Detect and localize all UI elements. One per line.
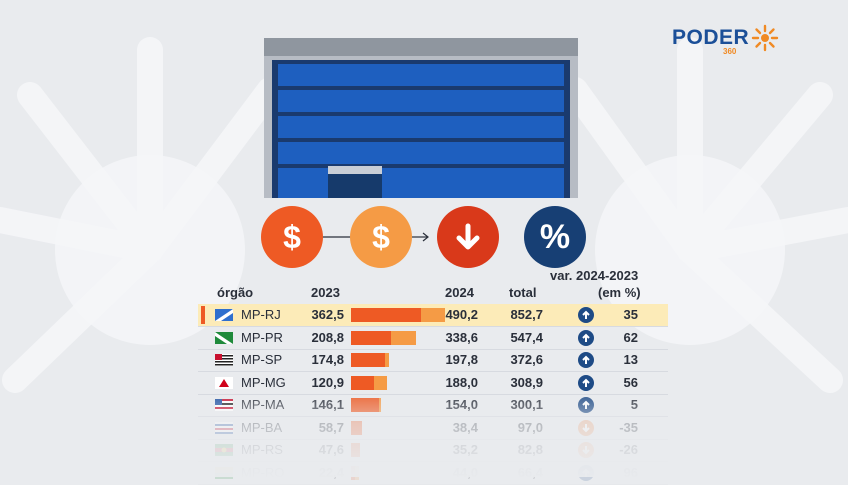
variation-value: 35 [623, 307, 638, 322]
variation-value: 62 [623, 329, 638, 345]
table-row: MP-PR 208,8 338,6 547,4 62 [198, 327, 668, 350]
header-total: total [509, 285, 537, 300]
state-flag-icon [215, 376, 233, 389]
brand-logo: PODER 360 [672, 24, 779, 56]
brand-sub: 360 [723, 47, 737, 56]
dollar-icon: $ [261, 206, 323, 268]
value-2024: 338,6 [445, 329, 478, 345]
dollar-icon: $ [350, 206, 412, 268]
header-variation: var. 2024-2023 [550, 268, 639, 283]
arrow-up-icon [578, 329, 594, 346]
state-flag-icon [215, 309, 233, 321]
highlight-marker [201, 306, 205, 324]
sun-icon [751, 24, 779, 52]
state-flag-icon [215, 331, 233, 344]
bar-2023 [351, 353, 385, 367]
value-2024: 197,8 [445, 352, 478, 367]
value-2023: 362,5 [311, 307, 344, 322]
bottom-fade [0, 395, 848, 477]
header-org: órgão [217, 285, 254, 300]
arrow-down-icon [437, 206, 499, 268]
connector-line [320, 232, 429, 242]
value-2023: 120,9 [311, 374, 344, 390]
brand-name: PODER [672, 26, 750, 49]
arrow-up-icon [578, 352, 594, 368]
state-flag-icon [215, 354, 233, 366]
org-label: MP-MG [241, 374, 286, 390]
value-total: 547,4 [510, 329, 543, 345]
org-label: MP-RJ [241, 307, 281, 322]
bar-2023 [351, 375, 375, 390]
arrow-up-icon [578, 374, 594, 391]
variation-value: 13 [623, 352, 638, 367]
value-2023: 174,8 [311, 352, 344, 367]
table-row: MP-MG 120,9 188,0 308,9 56 [198, 372, 668, 395]
closed-shutter-illustration [264, 38, 578, 198]
value-2024: 188,0 [445, 374, 478, 390]
value-total: 308,9 [510, 374, 543, 390]
table-row: MP-RJ 362,5 490,2 852,7 35 [198, 304, 668, 327]
bar-2024 [374, 375, 388, 390]
icon-row: $ $ % [256, 205, 596, 269]
arrow-up-icon [578, 307, 594, 323]
header-2023: 2023 [311, 285, 340, 300]
percent-icon: % [524, 206, 586, 268]
bar-2023 [351, 308, 421, 322]
value-2023: 208,8 [311, 329, 344, 345]
header-2024: 2024 [445, 285, 474, 300]
bar-2024 [420, 308, 445, 322]
table-row: MP-SP 174,8 197,8 372,6 13 [198, 349, 668, 372]
value-total: 852,7 [510, 307, 543, 322]
bar-2023 [351, 330, 392, 345]
org-label: MP-SP [241, 352, 283, 367]
bar-2024 [384, 353, 389, 367]
header-variation-unit: (em %) [598, 285, 641, 300]
org-label: MP-PR [241, 329, 283, 345]
bar-2024 [391, 330, 416, 345]
variation-value: 56 [623, 374, 638, 390]
value-total: 372,6 [510, 352, 543, 367]
value-2024: 490,2 [445, 307, 478, 322]
